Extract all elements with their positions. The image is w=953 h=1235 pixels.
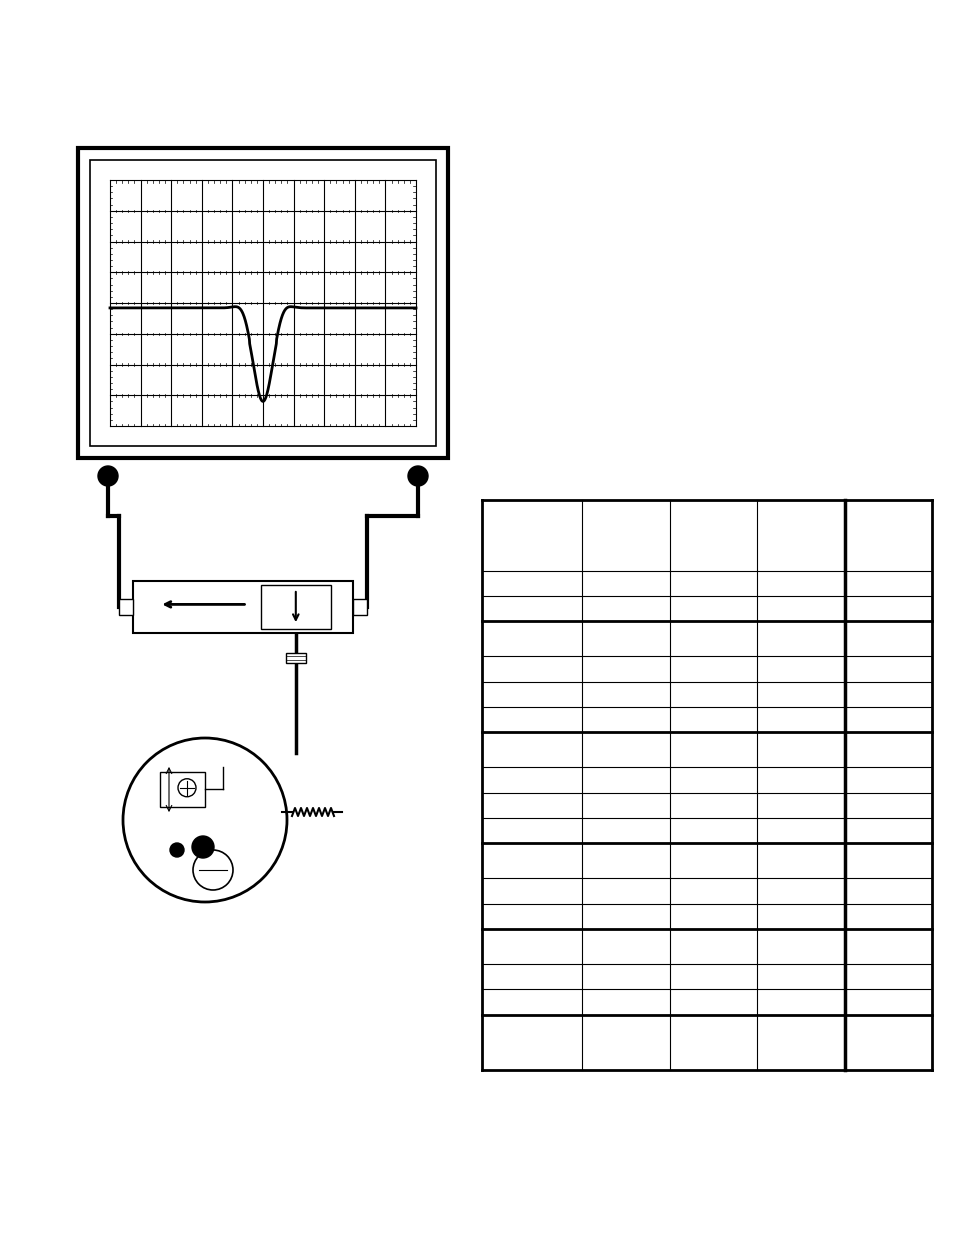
Circle shape <box>98 466 118 487</box>
Bar <box>78 148 448 458</box>
Circle shape <box>170 844 184 857</box>
Bar <box>353 599 367 615</box>
Bar <box>132 580 353 634</box>
Bar <box>260 585 331 629</box>
Circle shape <box>192 836 213 858</box>
Bar <box>160 772 205 806</box>
Bar <box>481 500 931 1070</box>
Bar <box>90 161 436 446</box>
Bar <box>286 653 306 663</box>
Bar <box>119 599 132 615</box>
Circle shape <box>408 466 428 487</box>
